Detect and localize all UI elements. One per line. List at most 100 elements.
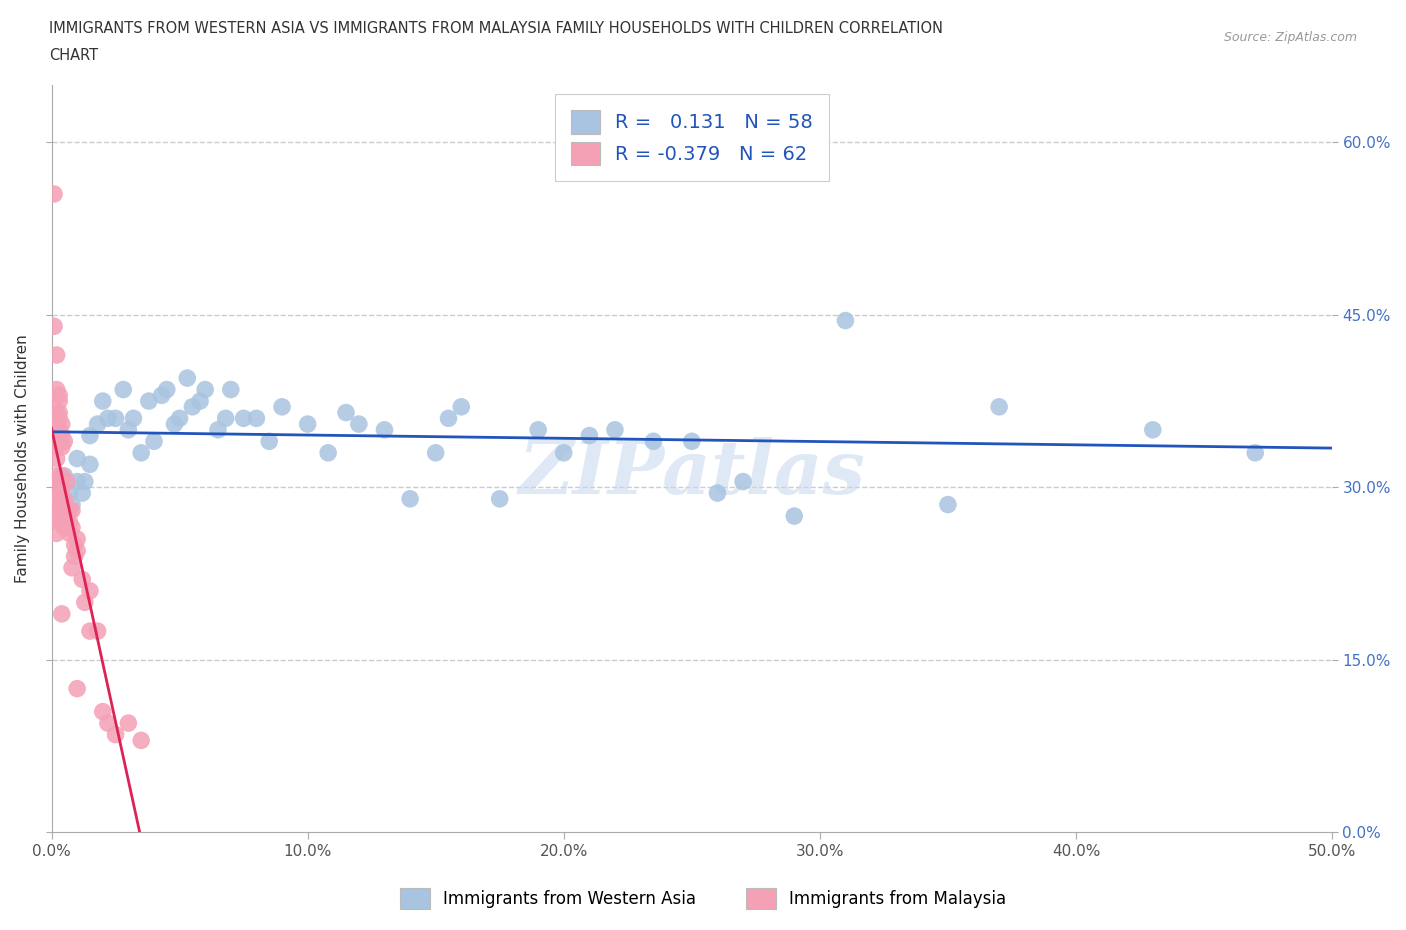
Point — [117, 422, 139, 437]
Point — [578, 428, 600, 443]
Point — [51, 606, 73, 621]
Point — [169, 411, 191, 426]
Point — [66, 532, 89, 547]
Point — [51, 480, 73, 495]
Point — [45, 469, 67, 484]
Point — [681, 434, 703, 449]
Point — [104, 727, 127, 742]
Point — [66, 681, 89, 696]
Point — [643, 434, 665, 449]
Point — [143, 434, 166, 449]
Point — [936, 498, 959, 512]
Point — [783, 509, 806, 524]
Point — [488, 491, 510, 506]
Point — [48, 388, 70, 403]
Point — [138, 393, 160, 408]
Point — [553, 445, 575, 460]
Point — [45, 422, 67, 437]
Point — [45, 440, 67, 455]
Point — [58, 485, 80, 500]
Point — [150, 388, 173, 403]
Point — [86, 624, 108, 639]
Point — [297, 417, 319, 432]
Point — [79, 583, 101, 598]
Point — [66, 451, 89, 466]
Text: Source: ZipAtlas.com: Source: ZipAtlas.com — [1223, 31, 1357, 44]
Point — [45, 348, 67, 363]
Point — [53, 520, 76, 535]
Point — [527, 422, 550, 437]
Point — [86, 417, 108, 432]
Point — [834, 313, 856, 328]
Point — [104, 411, 127, 426]
Point — [66, 543, 89, 558]
Point — [66, 474, 89, 489]
Point — [58, 503, 80, 518]
Point — [257, 434, 280, 449]
Point — [56, 509, 79, 524]
Point — [63, 538, 86, 552]
Legend: R =   0.131   N = 58, R = -0.379   N = 62: R = 0.131 N = 58, R = -0.379 N = 62 — [555, 95, 828, 180]
Point — [48, 405, 70, 420]
Point — [60, 561, 83, 576]
Point — [51, 434, 73, 449]
Point — [45, 480, 67, 495]
Y-axis label: Family Households with Children: Family Households with Children — [15, 334, 30, 583]
Point — [51, 440, 73, 455]
Point — [129, 733, 152, 748]
Point — [48, 498, 70, 512]
Point — [53, 434, 76, 449]
Point — [347, 417, 370, 432]
Point — [72, 485, 94, 500]
Point — [335, 405, 357, 420]
Point — [112, 382, 135, 397]
Point — [48, 393, 70, 408]
Point — [176, 371, 198, 386]
Point — [271, 399, 294, 414]
Point — [194, 382, 217, 397]
Point — [51, 503, 73, 518]
Point — [45, 405, 67, 420]
Point — [60, 503, 83, 518]
Point — [129, 445, 152, 460]
Point — [58, 525, 80, 540]
Point — [425, 445, 447, 460]
Point — [53, 514, 76, 529]
Point — [603, 422, 626, 437]
Point — [122, 411, 145, 426]
Point — [207, 422, 229, 437]
Point — [706, 485, 728, 500]
Point — [97, 411, 120, 426]
Point — [51, 428, 73, 443]
Point — [373, 422, 395, 437]
Point — [60, 520, 83, 535]
Point — [58, 514, 80, 529]
Point — [79, 624, 101, 639]
Point — [45, 382, 67, 397]
Point — [232, 411, 254, 426]
Point — [72, 572, 94, 587]
Point — [181, 399, 204, 414]
Point — [51, 417, 73, 432]
Point — [156, 382, 179, 397]
Point — [245, 411, 267, 426]
Point — [56, 474, 79, 489]
Point — [1244, 445, 1267, 460]
Point — [91, 393, 114, 408]
Point — [73, 474, 96, 489]
Point — [45, 509, 67, 524]
Point — [219, 382, 242, 397]
Point — [188, 393, 211, 408]
Point — [316, 445, 339, 460]
Point — [79, 457, 101, 472]
Point — [97, 716, 120, 731]
Point — [51, 469, 73, 484]
Point — [45, 525, 67, 540]
Point — [45, 491, 67, 506]
Point — [91, 704, 114, 719]
Point — [42, 319, 65, 334]
Point — [51, 514, 73, 529]
Point — [117, 716, 139, 731]
Point — [79, 428, 101, 443]
Point — [450, 399, 472, 414]
